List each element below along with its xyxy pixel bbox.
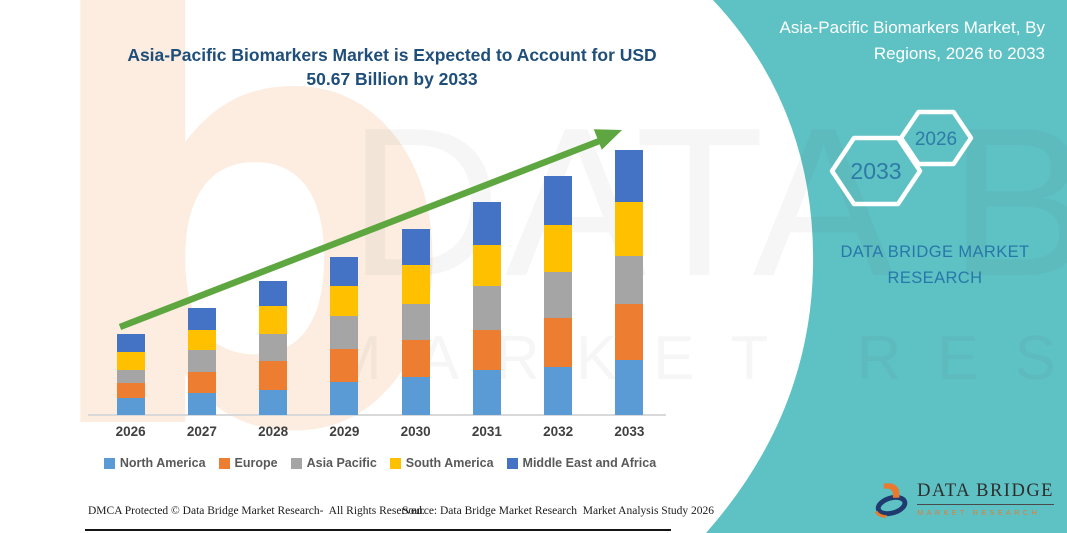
- x-axis-label: 2029: [329, 424, 360, 439]
- stacked-bar-2026: [116, 333, 145, 415]
- bar-segment: [615, 303, 644, 360]
- legend-item: North America: [103, 456, 206, 470]
- bar-segment: [615, 359, 644, 415]
- bar-segment: [401, 340, 430, 377]
- bar-segment: [615, 150, 644, 203]
- bar-segment: [116, 351, 145, 371]
- x-axis-label: 2028: [258, 424, 289, 439]
- bar-segment: [259, 360, 288, 390]
- bar-segment: [401, 265, 430, 304]
- legend-marker-icon: [506, 457, 518, 469]
- logo-wordmark: DATA BRIDGE MARKET RESEARCH: [917, 481, 1054, 517]
- bar-segment: [544, 318, 573, 368]
- bar-segment: [472, 330, 501, 370]
- bar-segment: [187, 350, 216, 372]
- legend-label: Europe: [234, 456, 278, 470]
- legend-marker-icon: [290, 457, 302, 469]
- bar-segment: [472, 245, 501, 286]
- logo-name-bottom: MARKET RESEARCH: [917, 508, 1041, 517]
- logo-name-top: DATA BRIDGE: [917, 481, 1054, 505]
- bar-segment: [187, 371, 216, 393]
- company-logo: DATA BRIDGE MARKET RESEARCH: [874, 474, 1054, 524]
- stacked-bar-2028: [259, 280, 288, 415]
- bar-segment: [187, 392, 216, 415]
- bar-segment: [401, 376, 430, 415]
- bar-segment: [472, 285, 501, 331]
- stacked-bar-2029: [330, 256, 359, 415]
- logo-b-mark-icon: [874, 483, 908, 518]
- bar-segment: [615, 202, 644, 256]
- hexagon-2026-label: 2026: [915, 129, 957, 150]
- bar-segment: [472, 201, 501, 246]
- chart-legend: North America Europe Asia Pacific South Ame…: [70, 456, 690, 470]
- stacked-bar-2033: [615, 150, 644, 415]
- bar-segment: [544, 271, 573, 319]
- bar-segment: [259, 333, 288, 361]
- bar-segment: [330, 286, 359, 317]
- stacked-bar-plot: [95, 135, 665, 415]
- bar-segment: [187, 330, 216, 351]
- stacked-bar-2030: [401, 228, 430, 415]
- x-axis-label: 2032: [543, 424, 574, 439]
- x-axis-labels: 2026 2027 2028 2029 2030 2031 2032 2033: [95, 424, 665, 439]
- legend-marker-icon: [103, 457, 115, 469]
- bar-segment: [330, 316, 359, 350]
- bar-segment: [472, 370, 501, 415]
- legend-marker-icon: [218, 457, 230, 469]
- legend-label: Middle East and Africa: [522, 456, 657, 470]
- legend-label: North America: [119, 456, 206, 470]
- legend-label: Asia Pacific: [306, 456, 377, 470]
- bar-segment: [330, 381, 359, 415]
- bar-segment: [544, 367, 573, 415]
- legend-label: South America: [405, 456, 494, 470]
- bar-segment: [330, 349, 359, 382]
- bar-segment: [116, 383, 145, 399]
- legend-item: Europe: [218, 456, 278, 470]
- source-note: Source: Data Bridge Market Research Mark…: [402, 505, 715, 517]
- report-title: Asia-Pacific Biomarkers Market, By Regio…: [779, 18, 1045, 63]
- year-hexagons: 2033 2026: [829, 109, 974, 207]
- bar-segment: [615, 255, 644, 304]
- x-axis-label: 2027: [186, 424, 217, 439]
- footer-divider: [85, 529, 671, 531]
- legend-item: South America: [389, 456, 494, 470]
- brand-watermark-line2: MARKET RESEARCH: [330, 324, 1067, 393]
- x-axis-label: 2026: [115, 424, 146, 439]
- bar-segment: [116, 370, 145, 384]
- stacked-bar-2027: [187, 307, 216, 415]
- bar-segment: [401, 303, 430, 341]
- hexagon-2033-label: 2033: [850, 158, 901, 184]
- bar-segment: [259, 305, 288, 334]
- x-axis-label: 2031: [471, 424, 502, 439]
- brand-name-text: DATA BRIDGE MARKET RESEARCH: [840, 243, 1030, 287]
- hexagon-2033-icon: 2033: [829, 135, 923, 207]
- legend-marker-icon: [389, 457, 401, 469]
- bar-segment: [259, 389, 288, 415]
- x-axis-line: [88, 414, 666, 416]
- chart-title: Asia-Pacific Biomarkers Market is Expect…: [127, 45, 657, 89]
- bar-segment: [544, 176, 573, 226]
- x-axis-label: 2033: [614, 424, 645, 439]
- bar-segment: [544, 225, 573, 272]
- legend-item: Asia Pacific: [290, 456, 377, 470]
- stacked-bar-2031: [472, 201, 501, 415]
- hexagon-2026-icon: 2026: [898, 109, 974, 167]
- bar-segment: [187, 307, 216, 331]
- bar-segment: [330, 256, 359, 287]
- bar-segment: [401, 228, 430, 266]
- legend-item: Middle East and Africa: [506, 456, 657, 470]
- stacked-bar-2032: [544, 176, 573, 415]
- x-axis-label: 2030: [400, 424, 431, 439]
- bar-segment: [259, 280, 288, 306]
- bar-segment: [116, 398, 145, 415]
- bar-segment: [116, 333, 145, 352]
- dmca-notice: DMCA Protected © Data Bridge Market Rese…: [88, 505, 425, 517]
